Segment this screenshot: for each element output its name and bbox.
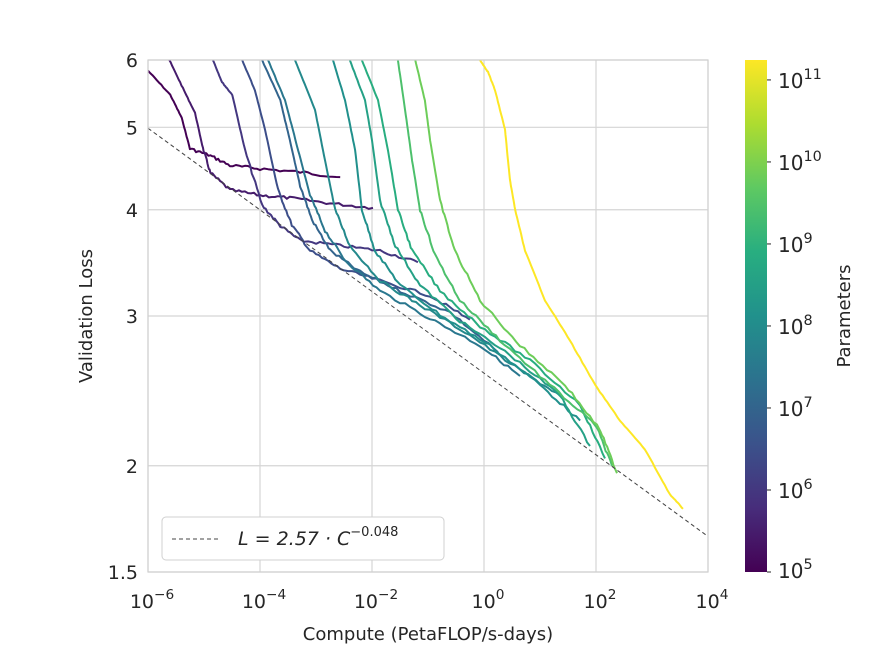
tick-label: 108 [778, 313, 813, 339]
tick-label: 102 [584, 587, 617, 613]
colorbar-label: Parameters [834, 264, 855, 367]
tick-label: 1011 [778, 67, 822, 93]
tick-label: 106 [778, 477, 813, 503]
tick-label: 100 [472, 587, 505, 613]
x-axis-label: Compute (PetaFLOP/s-days) [303, 624, 553, 645]
legend-entry: L = 2.57 · C−0.048 [238, 525, 398, 550]
y-tick-label: 5 [126, 117, 138, 139]
y-axis-label: Validation Loss [76, 249, 97, 383]
loss-curve [331, 60, 581, 422]
loss-curve [360, 60, 606, 459]
loss-curve [479, 60, 684, 510]
y-tick-label: 4 [126, 200, 138, 222]
loss-curve [414, 60, 618, 474]
grid [147, 59, 709, 573]
tick-label: 10−6 [130, 587, 174, 613]
colorbar [745, 60, 767, 572]
loss-curves [148, 60, 684, 510]
y-tick-labels: 1.5 2 3 4 5 6 [108, 50, 138, 584]
tick-label: 1010 [778, 149, 822, 175]
y-tick-label: 1.5 [108, 562, 138, 584]
tick-label: 105 [778, 557, 813, 583]
y-tick-label: 3 [126, 306, 138, 328]
loss-curve [148, 69, 341, 179]
y-tick-label: 2 [126, 456, 138, 478]
tick-label: 109 [778, 231, 813, 257]
loss-curve [261, 60, 499, 353]
loss-curve [396, 60, 613, 467]
loss-curve [212, 60, 419, 264]
loss-curve [293, 60, 561, 397]
tick-label: 107 [778, 395, 813, 421]
plot-frame [147, 59, 709, 573]
loss-curve [348, 60, 591, 447]
loss-curve [267, 60, 521, 377]
fit-line [148, 127, 708, 537]
legend-box [161, 516, 445, 561]
colorbar-tick-labels: 105 106 107 108 109 1010 1011 [767, 67, 822, 583]
loss-curve [241, 60, 471, 321]
tick-label: 104 [696, 587, 729, 613]
x-tick-labels: 10−6 10−4 10−2 100 102 104 [130, 587, 729, 613]
y-tick-label: 6 [126, 50, 138, 72]
legend: L = 2.57 · C−0.048 [161, 516, 445, 561]
tick-label: 10−2 [354, 587, 398, 613]
loss-curve [168, 60, 374, 210]
tick-label: 10−4 [242, 587, 286, 613]
